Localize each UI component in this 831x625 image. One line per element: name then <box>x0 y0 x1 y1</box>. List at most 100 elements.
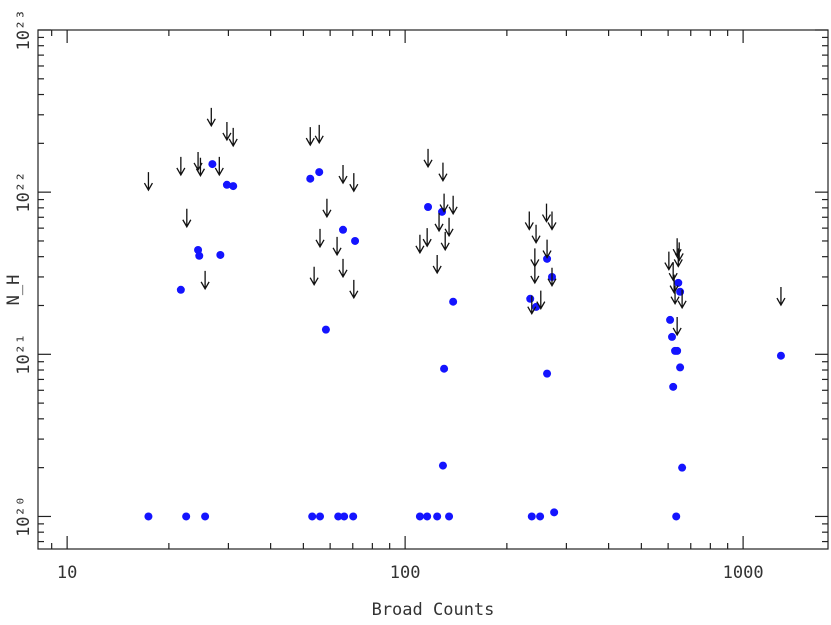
data-point <box>776 351 785 360</box>
upper-limit-arrow <box>200 270 210 291</box>
upper-limit-arrow <box>531 224 541 245</box>
upper-limit-arrow <box>439 193 449 213</box>
upper-limit-arrow <box>524 211 534 231</box>
upper-limit-arrow <box>677 289 687 310</box>
upper-limit-arrow <box>432 254 442 275</box>
data-point <box>676 363 685 372</box>
upper-limit-arrow <box>673 248 683 268</box>
data-point <box>536 512 545 521</box>
data-point <box>229 182 238 191</box>
y-axis-label: N_H <box>4 275 24 306</box>
y-tick-label: 10²² <box>14 172 34 213</box>
data-point <box>182 512 191 521</box>
upper-limit-arrow <box>222 121 232 142</box>
data-point <box>321 325 330 334</box>
data-point <box>306 174 315 183</box>
upper-limit-arrow <box>434 212 444 233</box>
data-point <box>433 512 442 521</box>
x-tick-label: 1000 <box>723 563 764 583</box>
upper-limit-arrow <box>541 203 552 223</box>
upper-limit-arrow <box>322 198 332 219</box>
upper-limit-arrow <box>195 157 206 178</box>
upper-limit-arrow <box>422 228 432 248</box>
upper-limit-arrow <box>309 266 319 287</box>
data-point <box>316 512 325 521</box>
upper-limit-arrow <box>536 290 546 310</box>
upper-limit-arrow <box>530 248 540 268</box>
upper-limit-arrow <box>668 262 678 282</box>
upper-limit-arrow <box>143 172 153 192</box>
upper-limit-arrow <box>776 287 786 307</box>
upper-limit-arrow <box>206 107 216 128</box>
upper-limit-arrow <box>664 251 674 271</box>
upper-limit-arrow <box>547 211 557 231</box>
upper-limit-arrow <box>440 231 450 252</box>
data-point <box>550 508 559 517</box>
upper-limit-arrow <box>338 165 348 185</box>
upper-limit-arrow <box>669 274 679 294</box>
y-tick-label: 10²⁰ <box>14 496 34 537</box>
upper-limit-arrow <box>332 236 342 257</box>
data-point <box>440 364 449 373</box>
data-point <box>676 287 685 296</box>
upper-limit-arrow <box>423 148 433 169</box>
upper-limit-arrow <box>415 234 425 255</box>
data-point <box>216 250 225 259</box>
upper-limit-arrow <box>527 295 537 315</box>
data-point <box>340 512 349 521</box>
upper-limit-arrow <box>214 156 224 177</box>
x-tick-label: 100 <box>390 563 421 583</box>
data-point <box>351 236 360 245</box>
data-point <box>449 297 458 306</box>
x-tick-label: 10 <box>57 563 77 583</box>
upper-limit-arrow <box>672 316 682 337</box>
data-point <box>144 512 153 521</box>
data-point <box>445 512 454 521</box>
upper-limit-arrow <box>228 127 238 148</box>
data-point <box>678 463 687 472</box>
data-point <box>543 369 552 378</box>
data-point <box>222 180 231 189</box>
upper-limit-arrow <box>670 285 680 305</box>
upper-limit-arrow <box>349 279 359 300</box>
data-point <box>669 382 678 391</box>
y-tick-label: 10²¹ <box>14 334 34 375</box>
data-point <box>674 278 683 287</box>
data-point <box>349 512 358 521</box>
x-axis-label: Broad Counts <box>372 600 495 620</box>
upper-limit-arrow <box>547 267 557 288</box>
upper-limit-arrow <box>448 195 458 216</box>
data-point <box>201 512 210 521</box>
data-point <box>526 294 535 303</box>
upper-limit-arrow <box>349 173 359 193</box>
data-point <box>666 315 675 324</box>
data-point <box>673 346 682 355</box>
upper-limit-arrow <box>338 258 348 279</box>
upper-limit-arrow <box>444 217 454 238</box>
data-point <box>667 332 676 341</box>
data-point <box>527 512 536 521</box>
data-point <box>424 202 433 211</box>
data-point <box>672 512 681 521</box>
upper-limit-arrow <box>674 242 684 262</box>
plot-frame <box>37 29 829 550</box>
data-point <box>308 512 317 521</box>
data-point <box>176 285 185 294</box>
upper-limit-arrow <box>530 264 540 285</box>
upper-limit-arrow <box>542 239 552 259</box>
data-point <box>423 512 432 521</box>
upper-limit-arrow <box>305 127 315 147</box>
upper-limit-arrow <box>672 238 682 258</box>
data-point <box>339 225 348 234</box>
data-point <box>208 160 217 169</box>
data-point <box>195 251 204 260</box>
y-tick-label: 10²³ <box>14 10 34 51</box>
data-point <box>415 512 424 521</box>
data-point <box>334 512 343 521</box>
upper-limit-arrow <box>176 156 186 177</box>
upper-limit-arrow <box>438 162 448 182</box>
data-point <box>315 168 324 177</box>
upper-limit-arrow <box>182 208 192 229</box>
upper-limit-arrow <box>315 228 325 249</box>
